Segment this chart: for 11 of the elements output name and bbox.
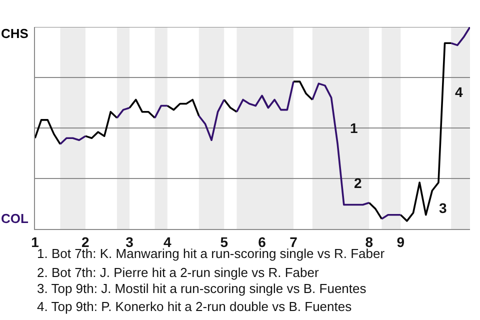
text: CHS bbox=[1, 26, 29, 41]
annotation: 4 bbox=[455, 84, 463, 100]
x-tick-label: 1 bbox=[31, 234, 40, 250]
annotation: 2 bbox=[354, 175, 362, 191]
x-tick-label: 9 bbox=[396, 234, 405, 250]
text: 2. Bot 7th: J. Pierre hit a 2-run single vs R. Faber bbox=[37, 265, 320, 280]
text: 4. Top 9th: P. Konerko hit a 2-run double vs B. Fuentes bbox=[37, 299, 352, 314]
text: COL bbox=[1, 211, 28, 226]
text: 3. Top 9th: J. Mostil hit a run-scoring single vs B. Fuentes bbox=[37, 281, 367, 296]
annotation: 3 bbox=[439, 200, 447, 216]
annotation: 1 bbox=[350, 120, 358, 136]
